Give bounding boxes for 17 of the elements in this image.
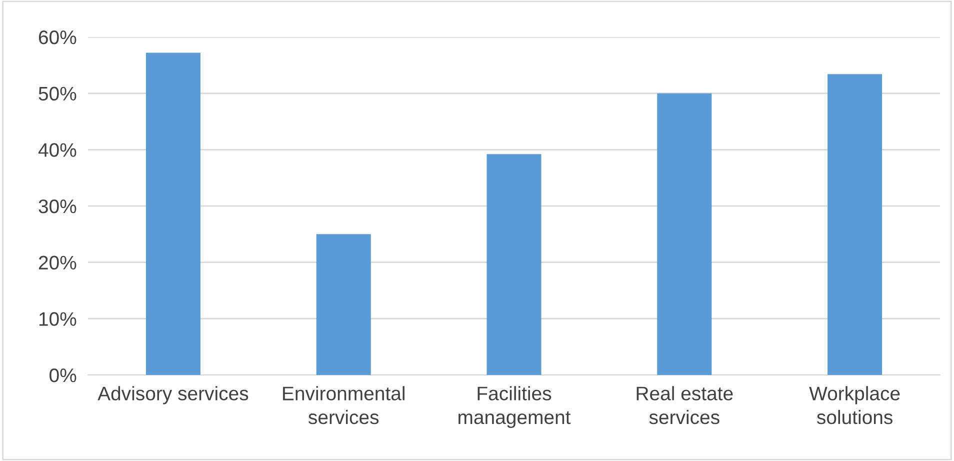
x-tick-label: Workplace solutions (809, 386, 900, 424)
bar (828, 74, 882, 375)
y-tick-label: 50% (38, 86, 76, 101)
y-tick-label: 0% (50, 368, 76, 382)
bar (146, 52, 200, 375)
y-tick-label: 10% (39, 312, 76, 326)
y-tick-label: 60% (38, 30, 76, 44)
y-tick-label: 40% (38, 143, 76, 157)
x-tick-label: Facilities management (458, 386, 571, 428)
bar (316, 234, 371, 375)
bar (486, 154, 542, 375)
bar (657, 93, 712, 375)
y-tick-label: 30% (38, 199, 76, 214)
x-tick-label: Advisory services (98, 386, 248, 404)
x-tick-label: Real estate services (636, 386, 733, 424)
x-tick-label: Environmental services (283, 386, 404, 424)
y-tick-label: 20% (38, 256, 76, 270)
